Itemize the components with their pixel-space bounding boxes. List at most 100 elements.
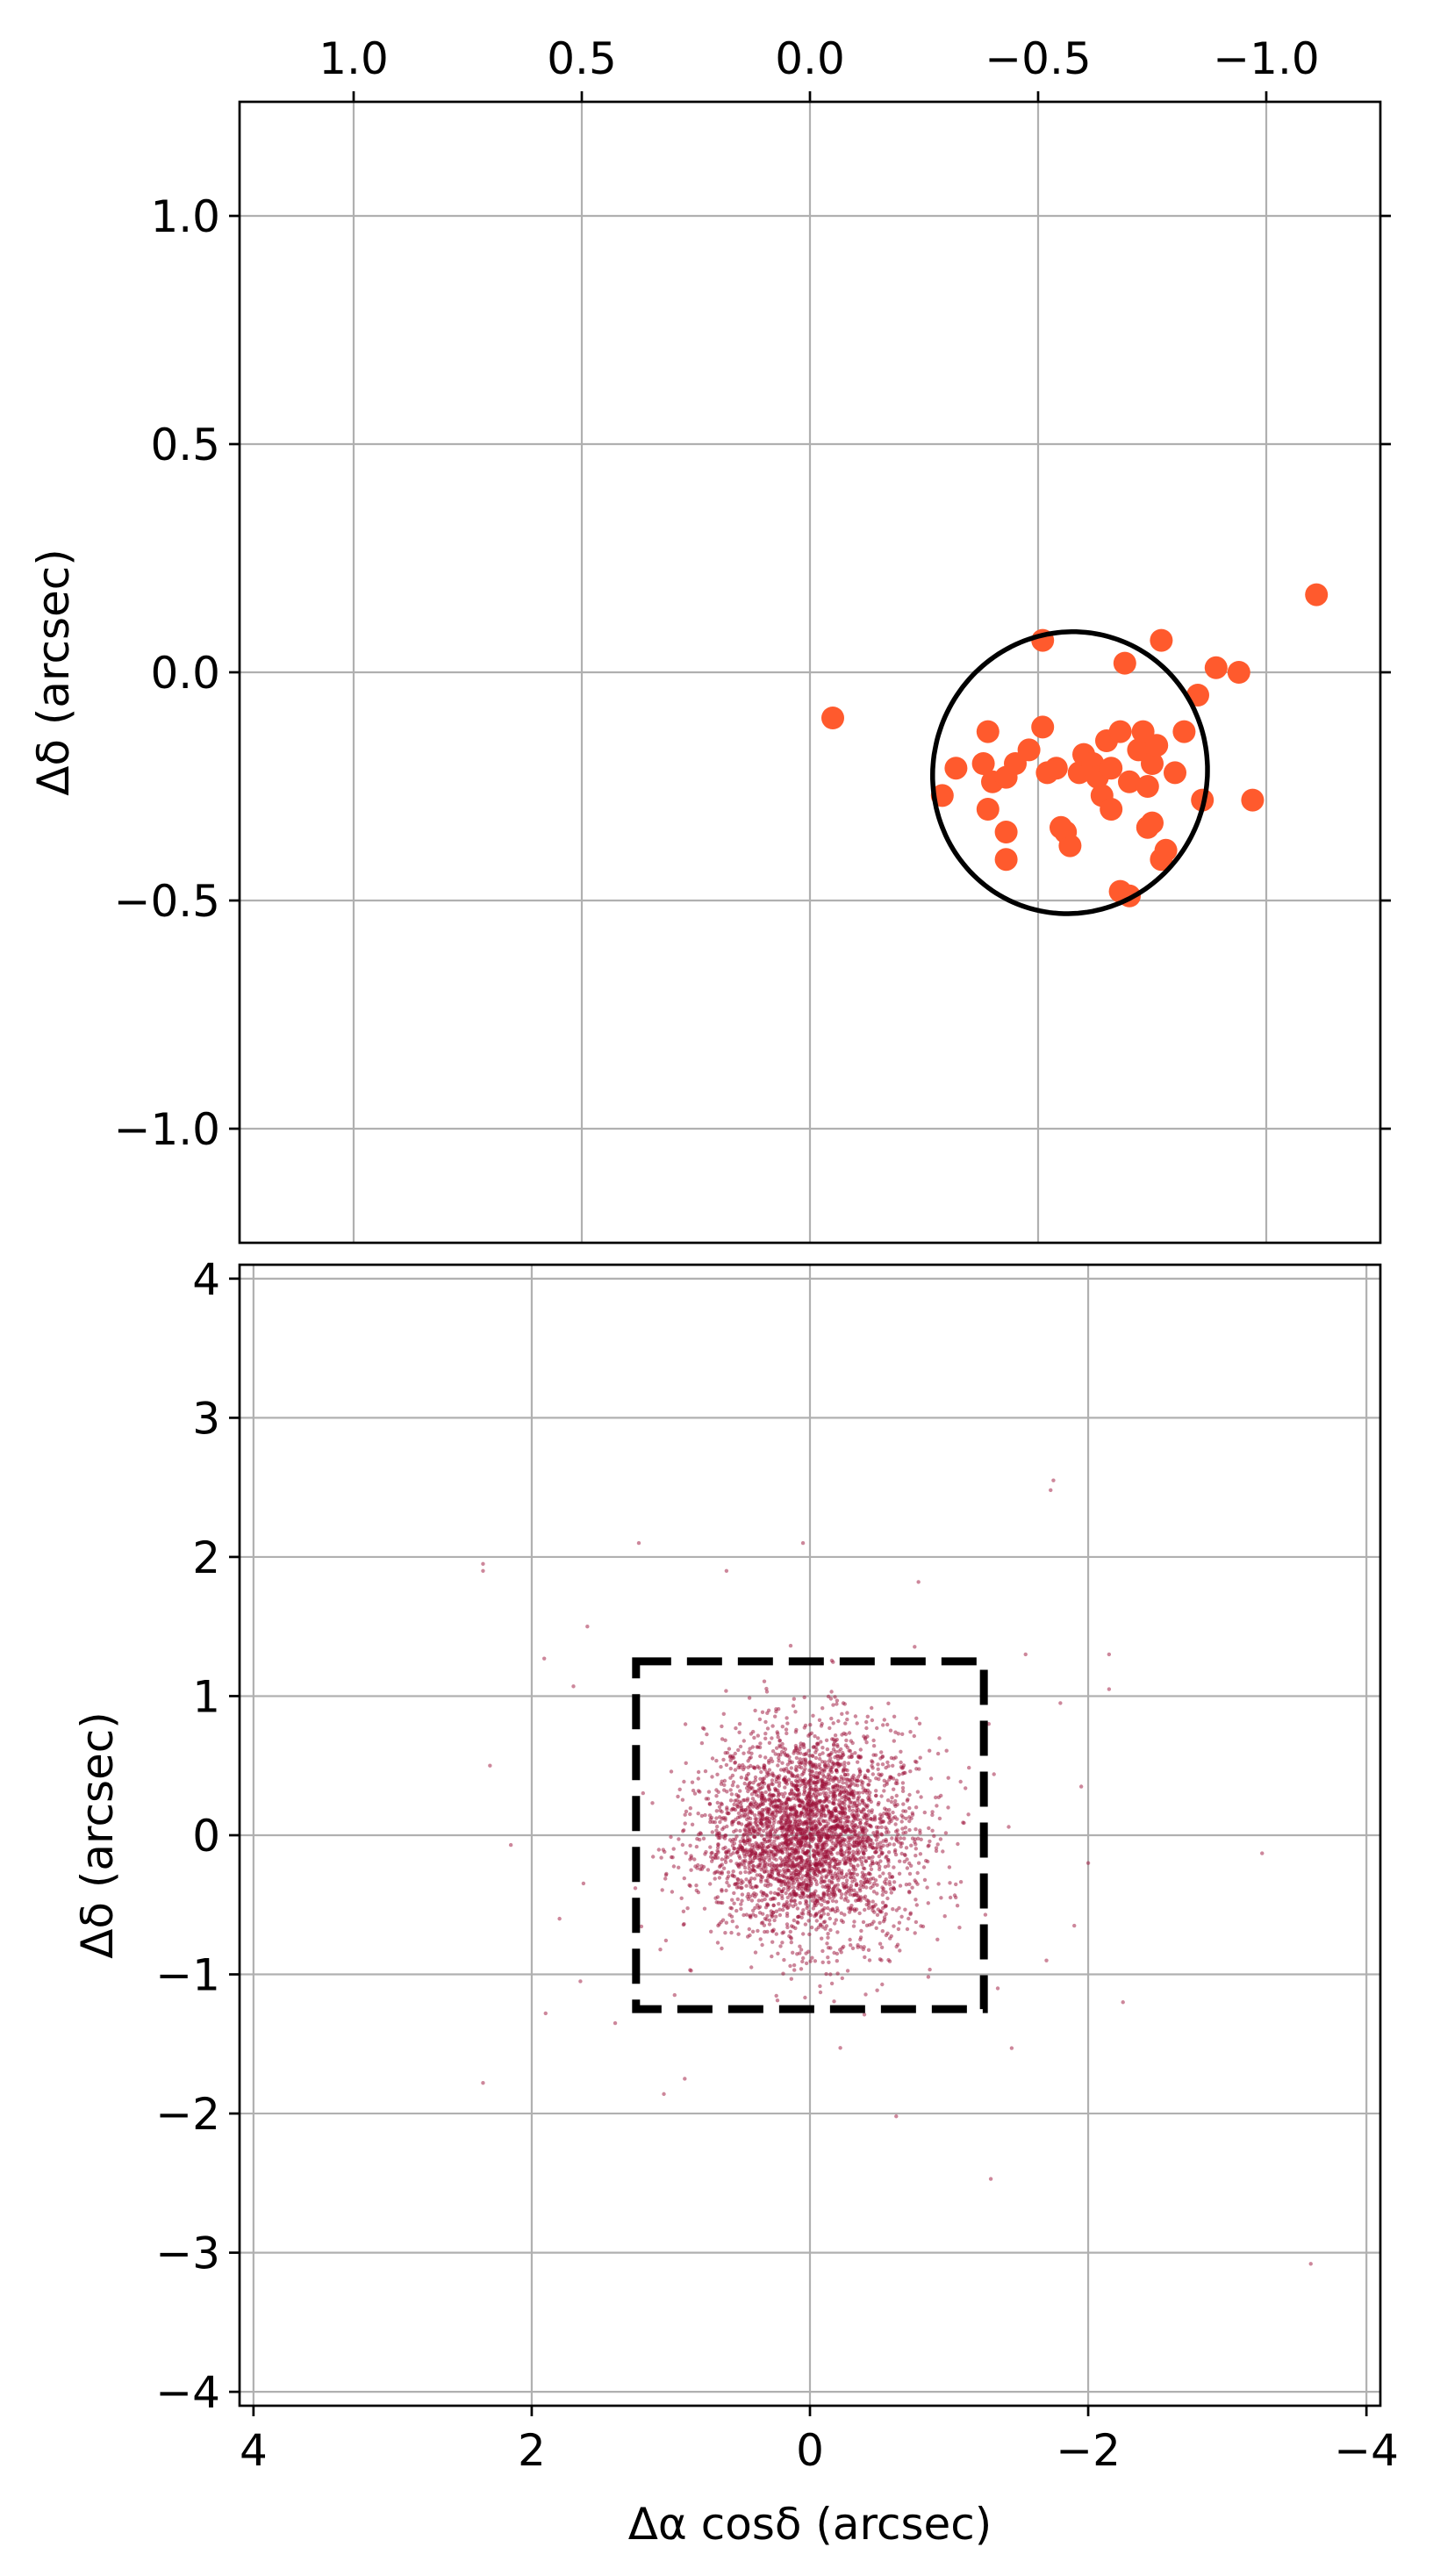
data-point	[794, 1826, 799, 1831]
data-point	[785, 1766, 789, 1771]
data-point	[778, 1768, 784, 1772]
data-point	[943, 1831, 949, 1835]
data-point	[793, 1797, 799, 1801]
data-point	[744, 1884, 749, 1888]
data-point	[835, 1783, 840, 1788]
data-point	[703, 1852, 707, 1856]
data-point	[874, 1789, 878, 1793]
y-tick-label: 4	[192, 1254, 220, 1305]
data-point	[874, 1838, 878, 1842]
data-point	[798, 1869, 802, 1873]
data-point	[956, 1841, 960, 1847]
data-point	[801, 1827, 806, 1832]
data-point	[840, 1976, 844, 1981]
data-point	[803, 1922, 808, 1927]
data-point	[876, 1767, 880, 1772]
data-point	[740, 1813, 744, 1818]
data-point	[735, 1897, 740, 1902]
data-point	[827, 1878, 832, 1884]
x-tick-label: 0.5	[547, 33, 617, 84]
data-point	[894, 1793, 899, 1798]
data-point	[725, 1876, 729, 1881]
data-point	[876, 1762, 880, 1767]
data-point	[770, 1800, 775, 1805]
data-point	[825, 1941, 829, 1946]
data-point	[958, 1880, 964, 1884]
data-point	[861, 1786, 865, 1790]
data-point	[680, 1842, 685, 1848]
data-point	[897, 1859, 902, 1863]
data-point	[777, 1842, 782, 1847]
data-point	[803, 1865, 807, 1869]
data-point	[879, 1833, 885, 1837]
data-point	[781, 1971, 785, 1976]
data-point	[878, 1859, 883, 1863]
data-point	[792, 1817, 797, 1821]
data-point	[875, 1891, 879, 1896]
data-point	[801, 1912, 806, 1916]
data-point	[839, 1775, 843, 1779]
data-point	[848, 1861, 852, 1865]
data-point	[828, 1756, 833, 1761]
data-point	[746, 1783, 750, 1788]
data-point	[913, 1759, 918, 1764]
data-point	[771, 1903, 776, 1908]
bottom-gridlines	[240, 1265, 1380, 2406]
data-point	[753, 1851, 758, 1855]
data-point	[808, 1819, 813, 1824]
data-point	[939, 1793, 943, 1798]
data-point	[777, 1835, 781, 1840]
data-point	[759, 1856, 763, 1861]
data-point	[713, 1853, 718, 1857]
data-point	[757, 1745, 763, 1750]
data-point	[886, 1863, 891, 1868]
data-point	[748, 1933, 752, 1938]
data-point	[820, 1936, 824, 1941]
data-point	[939, 1896, 943, 1900]
data-point	[848, 1778, 852, 1783]
data-point	[783, 1785, 787, 1790]
data-point	[792, 1889, 796, 1893]
data-point	[689, 1868, 693, 1872]
data-point	[688, 1812, 692, 1817]
data-point	[907, 1890, 912, 1894]
data-point	[738, 1789, 742, 1793]
data-point	[879, 1825, 884, 1829]
data-point	[853, 1751, 857, 1755]
data-point	[802, 1788, 806, 1793]
data-point	[870, 1705, 874, 1711]
data-point	[914, 1827, 918, 1832]
data-point	[875, 1726, 879, 1731]
data-point	[714, 1816, 719, 1820]
data-point	[722, 1778, 727, 1783]
data-point	[789, 1898, 793, 1903]
data-point	[779, 1749, 785, 1754]
data-point	[742, 1827, 747, 1832]
data-point	[835, 1698, 840, 1703]
data-point	[782, 1957, 786, 1962]
data-point	[716, 1790, 720, 1795]
data-point	[714, 1794, 719, 1798]
data-point	[912, 1733, 917, 1739]
data-point	[769, 1852, 773, 1856]
data-point	[798, 1783, 802, 1788]
data-point	[778, 1863, 783, 1869]
data-point	[770, 1724, 775, 1728]
data-point	[1108, 720, 1132, 743]
data-point	[792, 1918, 796, 1923]
data-point	[824, 1791, 828, 1796]
data-point	[766, 1785, 770, 1790]
data-point	[1150, 628, 1173, 652]
data-point	[897, 1871, 902, 1876]
data-point	[771, 1774, 776, 1778]
data-point	[763, 1755, 768, 1760]
data-point	[842, 1763, 847, 1769]
data-point	[717, 1805, 722, 1809]
data-point	[863, 1992, 868, 1997]
data-point	[803, 1752, 808, 1757]
data-point	[719, 1919, 723, 1925]
data-point	[850, 1775, 855, 1780]
data-point	[844, 1777, 849, 1782]
data-point	[826, 1912, 830, 1917]
data-point	[707, 1802, 713, 1806]
